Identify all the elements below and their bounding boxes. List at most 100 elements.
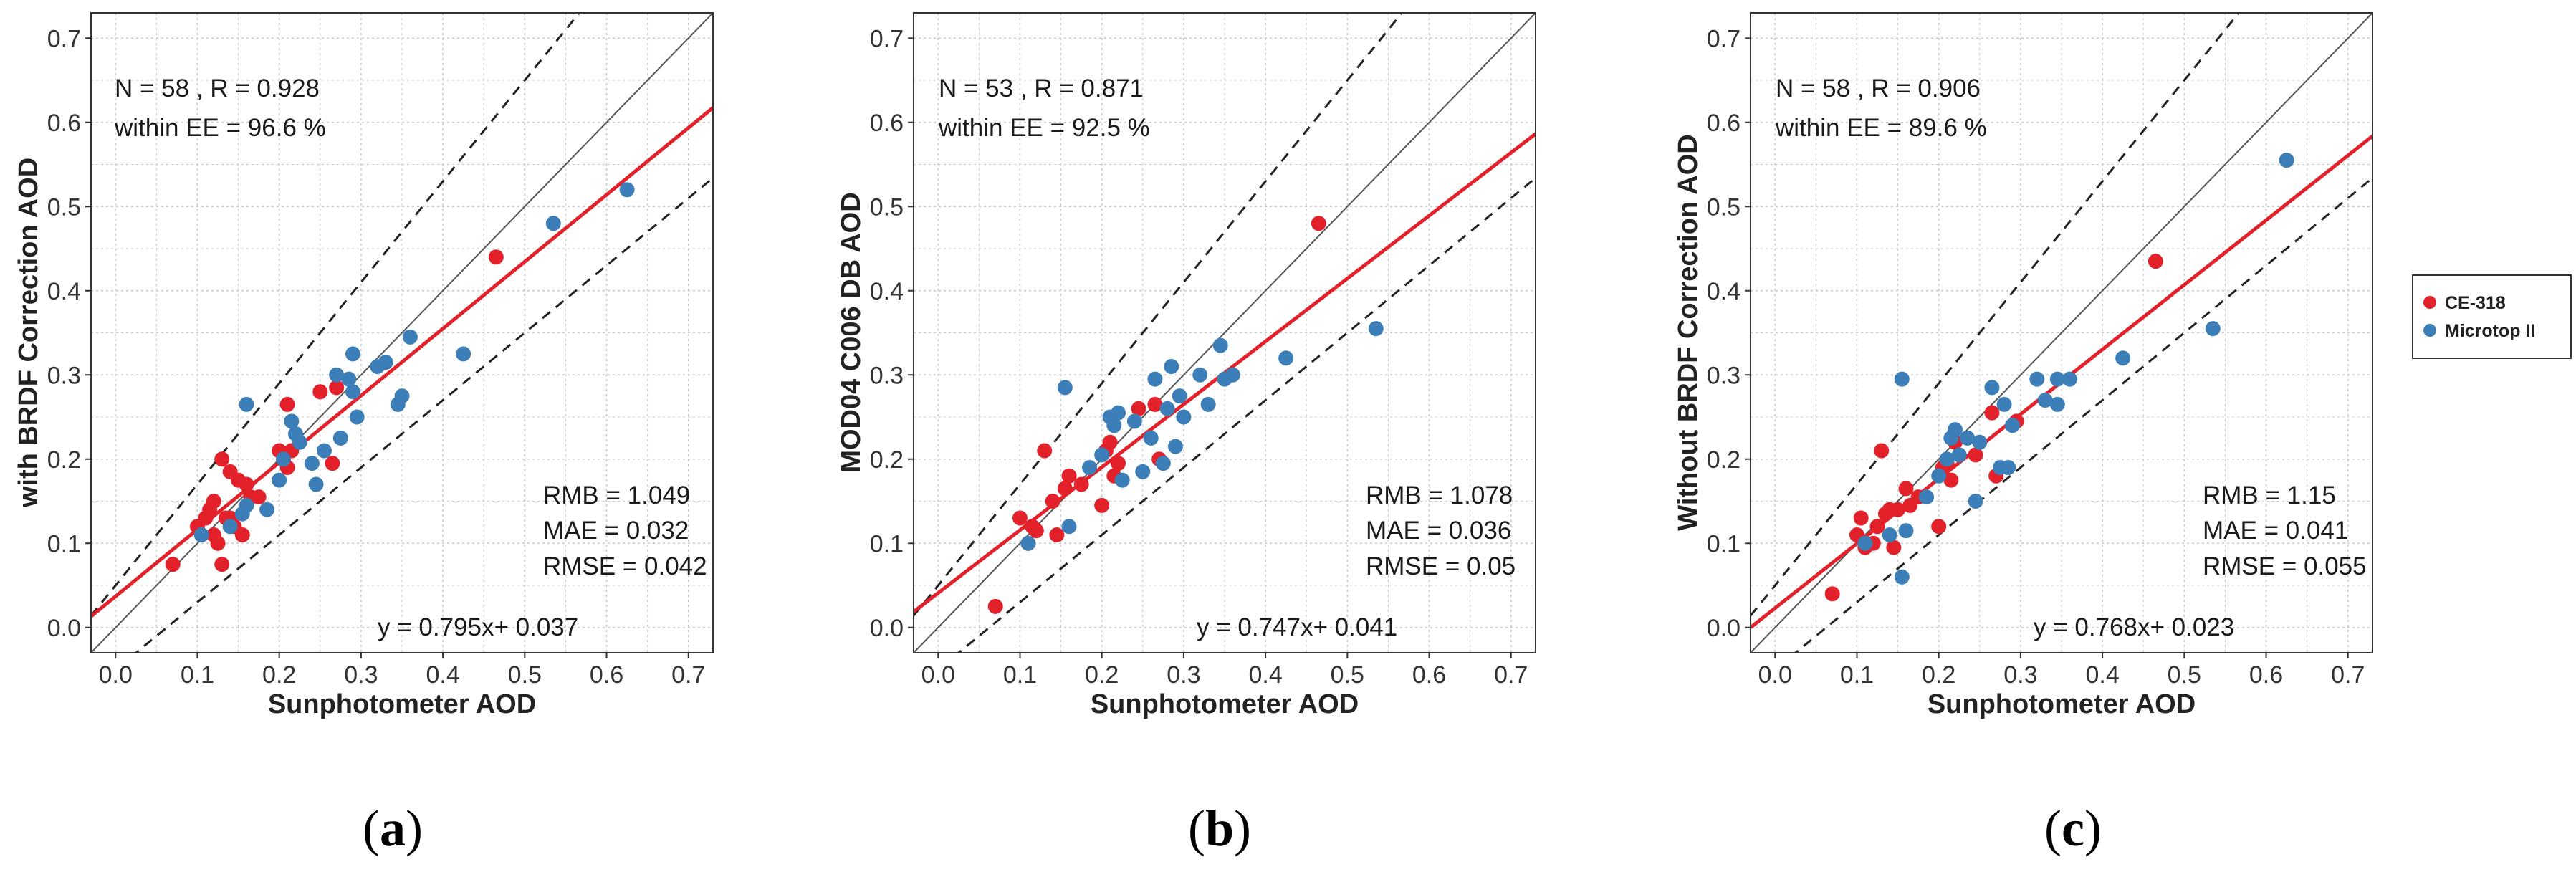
ee-upper-line — [91, 13, 581, 617]
y-tick-label: 0.5 — [47, 193, 81, 221]
microtop-point — [332, 430, 348, 446]
x-tick-label: 0.6 — [1412, 661, 1446, 689]
ce318-point — [1057, 481, 1073, 497]
stats-n-r: N = 58 , R = 0.928 — [115, 75, 320, 102]
microtop-point — [1984, 380, 2000, 396]
microtop-point — [1200, 396, 1216, 412]
microtop-point — [1898, 523, 1914, 539]
microtop-point — [2205, 321, 2221, 337]
microtop-point — [1857, 535, 1873, 551]
panel-label: (a) — [363, 800, 423, 857]
microtop-point — [345, 346, 360, 362]
microtop-point — [2029, 371, 2045, 387]
microtop-point — [1094, 447, 1110, 463]
microtop-point — [193, 527, 209, 542]
legend: CE-318 Microtop II — [2412, 274, 2572, 359]
microtop-point — [1931, 468, 1947, 484]
data-points — [1824, 153, 2294, 602]
y-tick-label: 0.5 — [1707, 193, 1741, 221]
panel-label: (c) — [2044, 800, 2102, 857]
ce318-point — [488, 249, 504, 265]
microtop-point — [222, 519, 238, 535]
ce318-point — [1943, 472, 1959, 488]
microtop-point — [2037, 393, 2053, 408]
fit-equation: y = 0.795x+ 0.037 — [378, 613, 578, 641]
legend-label-ce318: CE-318 — [2445, 293, 2506, 313]
ce318-point — [1028, 523, 1044, 539]
scatter-panel-b: 0.0 0.1 0.2 0.3 0.4 0.5 0.6 0.7 0.0 0.1 0.2 0.3 0.4 0… — [836, 12, 1536, 857]
microtop-point — [317, 443, 332, 459]
ce318-point — [1824, 586, 1840, 602]
microtop-point — [1968, 494, 1983, 509]
x-tick-label: 0.2 — [1922, 661, 1955, 689]
y-axis-title: with BRDF Correction AOD — [14, 158, 44, 508]
y-tick-label: 0.3 — [47, 362, 81, 389]
ee-lower-line — [134, 177, 713, 653]
grid-lines — [914, 13, 1536, 653]
fit-equation: y = 0.768x+ 0.023 — [2034, 613, 2234, 641]
data-points — [165, 182, 635, 572]
microtop-point — [1135, 464, 1151, 479]
x-tick-label: 0.2 — [1085, 661, 1119, 689]
microtop-point — [1368, 321, 1384, 337]
stats-within-ee: within EE = 92.5 % — [938, 114, 1150, 142]
ce318-point — [1131, 401, 1146, 416]
microtop-point — [2001, 460, 2016, 475]
ce318-point — [1045, 494, 1060, 509]
legend-label-microtop: Microtop II — [2445, 321, 2535, 341]
y-tick-label: 0.0 — [47, 615, 81, 642]
microtop-point — [345, 384, 360, 400]
microtop-point — [1159, 401, 1175, 416]
microtop-point — [456, 346, 471, 362]
x-tick-label: 0.3 — [1167, 661, 1200, 689]
y-tick-label: 0.2 — [1707, 446, 1741, 474]
x-tick-label: 0.4 — [2085, 661, 2119, 689]
microtop-point — [2049, 396, 2065, 412]
ee-upper-line — [914, 13, 1404, 617]
ce318-point — [214, 557, 230, 572]
microtop-point — [239, 497, 254, 513]
scatter-panel-a: 0.0 0.1 0.2 0.3 0.4 0.5 0.6 0.7 0.0 0.1 0.2 0.3 0.4 0… — [14, 12, 714, 857]
microtop-point — [1106, 418, 1122, 433]
ce318-point — [1886, 540, 1902, 555]
ce318-point — [1037, 443, 1053, 459]
y-tick-label: 0.0 — [1707, 615, 1741, 642]
microtop-point — [272, 472, 287, 488]
microtop-point — [304, 456, 320, 471]
microtop-point — [1972, 434, 1988, 450]
stats-rmb: RMB = 1.049 — [543, 481, 690, 509]
stats-mae: MAE = 0.036 — [1366, 517, 1511, 545]
microtop-point — [1882, 527, 1897, 542]
ce318-point — [239, 476, 254, 492]
fit-equation: y = 0.747x+ 0.041 — [1197, 613, 1397, 641]
microtop-point — [2049, 371, 2065, 387]
x-tick-label: 0.5 — [2168, 661, 2201, 689]
stats-mae: MAE = 0.032 — [543, 517, 689, 545]
microtop-point — [1164, 359, 1179, 374]
one-to-one-line — [91, 13, 713, 653]
panel-label: (b) — [1188, 800, 1251, 857]
y-tick-label: 0.2 — [47, 446, 81, 474]
microtop-point — [239, 396, 254, 412]
microtop-point — [292, 434, 307, 450]
microtop-point — [1894, 371, 1910, 387]
microtop-point — [1225, 367, 1240, 383]
microtop-point — [1176, 409, 1192, 425]
x-tick-label: 0.5 — [508, 661, 542, 689]
ce318-point — [1890, 502, 1906, 517]
ce318-point — [1984, 405, 2000, 421]
ce318-point — [1012, 510, 1028, 526]
ce318-point — [210, 535, 226, 551]
x-tick-label: 0.7 — [1494, 661, 1528, 689]
one-to-one-line — [914, 13, 1536, 653]
x-tick-label: 0.2 — [262, 661, 296, 689]
ce318-point — [1147, 396, 1163, 412]
x-tick-label: 0.7 — [2331, 661, 2365, 689]
stats-within-ee: within EE = 89.6 % — [1775, 114, 1987, 142]
ce318-point — [1073, 476, 1089, 492]
ce318-point — [1968, 447, 1983, 463]
microtop-point — [545, 216, 561, 231]
y-tick-label: 0.4 — [47, 278, 81, 305]
microtop-point — [349, 409, 365, 425]
